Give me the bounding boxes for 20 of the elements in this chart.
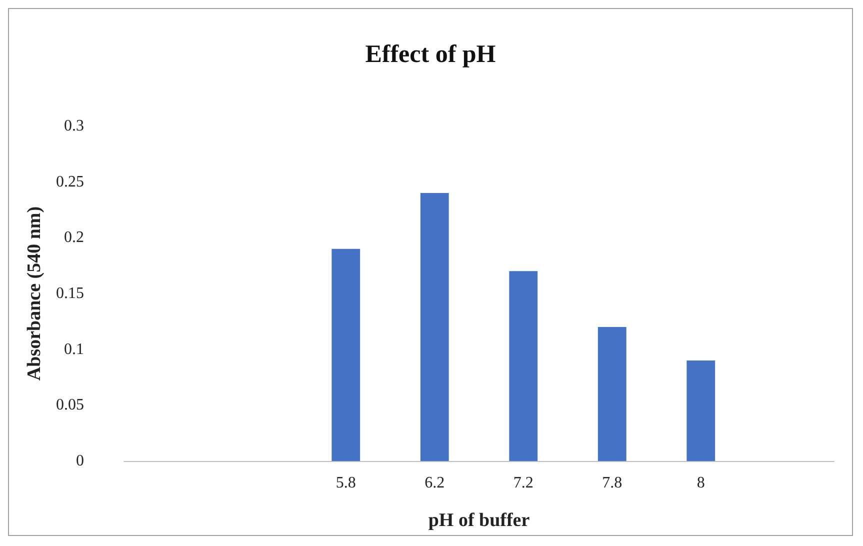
bar [598, 327, 626, 461]
x-tick-label: 8 [696, 474, 705, 492]
y-tick-label: 0.05 [56, 396, 84, 414]
y-axis-title: Absorbance (540 nm) [24, 206, 45, 381]
x-tick-label: 7.2 [513, 474, 534, 492]
bar [686, 360, 716, 461]
x-tick-label: 6.2 [424, 474, 445, 492]
bar [509, 271, 538, 461]
x-tick-label: 5.8 [336, 474, 356, 492]
y-tick-label: 0.3 [64, 118, 84, 134]
y-tick-label: 0.15 [56, 285, 84, 302]
x-tick-label: 7.8 [602, 474, 622, 492]
y-tick-label: 0.1 [64, 340, 84, 358]
bar [332, 248, 360, 461]
y-tick-label: 0.25 [56, 173, 84, 190]
bar [420, 193, 449, 461]
x-axis-title: pH of buffer [428, 510, 530, 531]
chart-title: Effect of pH [365, 41, 496, 68]
y-tick-label: 0 [76, 452, 84, 470]
y-tick-label: 0.2 [64, 229, 84, 246]
